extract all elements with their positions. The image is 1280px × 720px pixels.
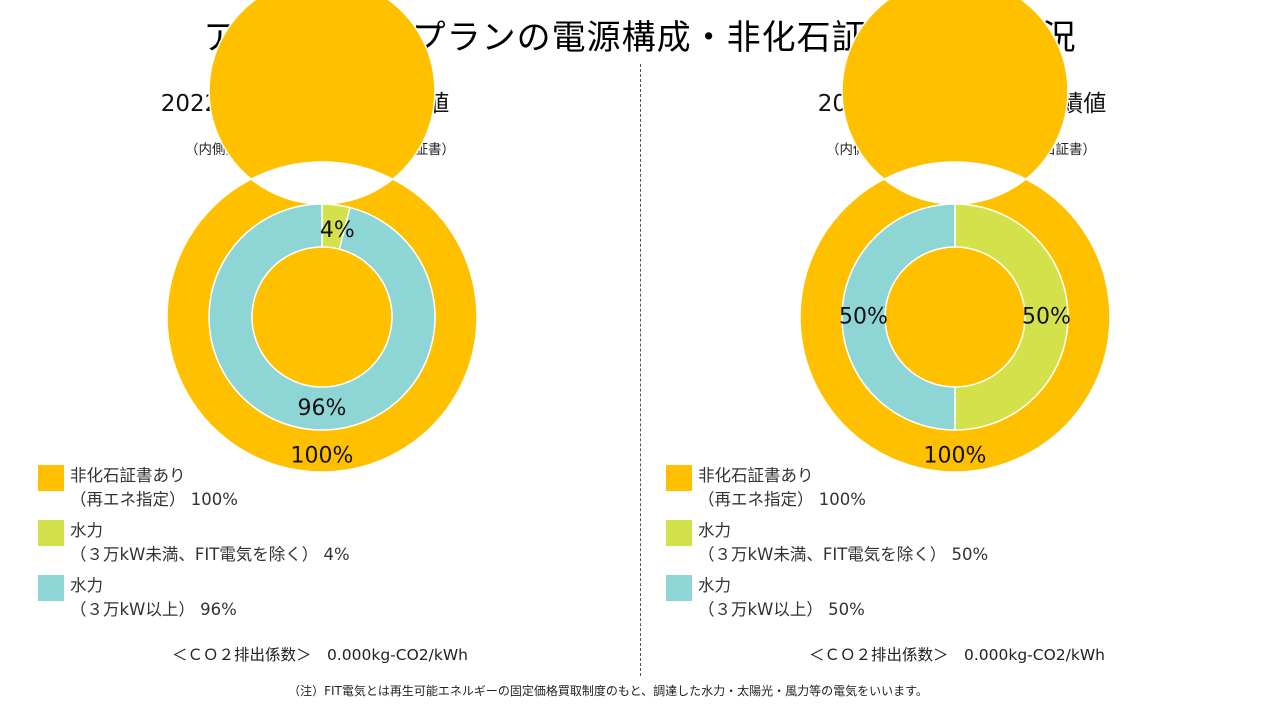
legend-text: 非化石証書あり （再エネ指定） 100% [70,464,238,512]
legend-swatch [38,575,64,601]
legend-text: 水力 （３万kW未満、FIT電気を除く） 4% [70,519,350,567]
inner-ring-slice [841,203,956,431]
legend-text: 水力 （３万kW以上） 96% [70,574,237,622]
outer-ring-data-label: 100% [924,444,987,469]
legend-label: 非化石証書あり [70,466,186,485]
legend-swatch [38,520,64,546]
inner-ring-slice [208,203,436,431]
footnote: （注）FIT電気とは再生可能エネルギーの固定価格買取制度のもと、調達した水力・太… [288,684,928,698]
outer-ring-data-label: 100% [291,444,354,469]
legend-item: 水力 （３万kW未満、FIT電気を除く） 50% [666,517,1126,572]
inner-ring-data-label: 50% [1022,305,1071,330]
legend-item: 非化石証書あり （再エネ指定） 100% [38,462,498,517]
legend-text: 水力 （３万kW以上） 50% [698,574,865,622]
legend-swatch [666,575,692,601]
legend-item: 非化石証書あり （再エネ指定） 100% [666,462,1126,517]
legend-detail: （３万kW未満、FIT電気を除く） 50% [698,545,989,564]
inner-ring-data-label: 4% [320,218,355,243]
actual-panel: 2022年度供給電力分実績値 （内側円：電源構成 外側円：非化石証書） 100%… [637,0,1277,680]
legend-swatch [666,465,692,491]
legend-swatch [38,465,64,491]
legend-label: 水力 [698,576,731,595]
legend-detail: （３万kW以上） 50% [698,600,865,619]
legend-detail: （再エネ指定） 100% [70,490,238,509]
legend-swatch [666,520,692,546]
legend-label: 水力 [70,521,103,540]
inner-ring-data-label: 96% [298,396,347,421]
plan-panel: 2022年度供給電力分計画値 （内側円：電源構成 外側円：非化石証書） 100%… [0,0,640,680]
legend-label: 非化石証書あり [698,466,814,485]
legend-text: 水力 （３万kW未満、FIT電気を除く） 50% [698,519,988,567]
inner-ring-data-label: 50% [839,305,888,330]
actual-legend: 非化石証書あり （再エネ指定） 100% 水力 （３万kW未満、FIT電気を除く… [666,462,1126,627]
panel-divider [640,64,641,676]
actual-donut-chart: 100% 50% 50% [799,0,1111,473]
legend-label: 水力 [698,521,731,540]
plan-legend: 非化石証書あり （再エネ指定） 100% 水力 （３万kW未満、FIT電気を除く… [38,462,498,627]
legend-label: 水力 [70,576,103,595]
legend-detail: （３万kW未満、FIT電気を除く） 4% [70,545,350,564]
co2-emission-factor: ＜ＣＯ２排出係数＞ 0.000kg-CO2/kWh [808,646,1105,664]
plan-donut-chart: 100% 4% 96% [166,0,478,473]
legend-item: 水力 （３万kW以上） 50% [666,572,1126,627]
inner-ring-slice [954,203,1069,431]
legend-detail: （３万kW以上） 96% [70,600,237,619]
legend-item: 水力 （３万kW未満、FIT電気を除く） 4% [38,517,498,572]
legend-detail: （再エネ指定） 100% [698,490,866,509]
legend-item: 水力 （３万kW以上） 96% [38,572,498,627]
legend-text: 非化石証書あり （再エネ指定） 100% [698,464,866,512]
co2-emission-factor: ＜ＣＯ２排出係数＞ 0.000kg-CO2/kWh [171,646,468,664]
